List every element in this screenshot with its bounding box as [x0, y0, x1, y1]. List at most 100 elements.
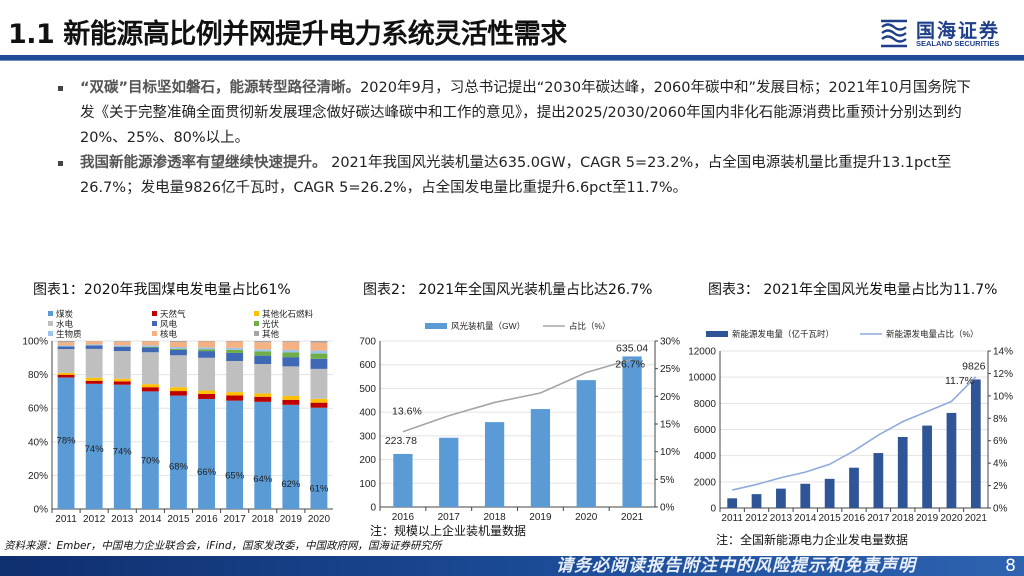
- y-tick-label: 700: [359, 337, 376, 348]
- x-tick-label: 2020: [940, 513, 963, 524]
- sealand-wave-icon: [881, 19, 907, 48]
- stacked-bar-segment: [85, 380, 103, 384]
- legend-label: 其他: [262, 329, 280, 339]
- y2-tick-label: 25%: [660, 364, 680, 375]
- legend-label: 天然气: [160, 309, 186, 319]
- y-tick-label: 2000: [694, 477, 717, 488]
- legend-label: 风光装机量（GW）: [451, 321, 525, 331]
- stacked-bar-segment: [170, 395, 187, 509]
- stacked-bar-segment: [141, 387, 159, 392]
- stacked-bar-segment: [254, 364, 272, 394]
- stacked-bar-segment: [170, 341, 187, 343]
- source-note: 资料来源：Ember，中国电力企业联合会，iFind，国家发改委，中国政府网，国…: [4, 540, 442, 552]
- y-tick-label: 0%: [34, 505, 49, 516]
- bullet-list: “双碳”目标坚如磐石，能源转型路径清晰。2020年9月，习总书记提出“2030年…: [58, 76, 972, 201]
- x-tick-label: 2017: [438, 512, 461, 523]
- stacked-bar-segment: [226, 392, 244, 396]
- x-tick-label: 2011: [721, 513, 743, 524]
- data-label: 74%: [85, 444, 105, 455]
- legend-swatch: [254, 331, 259, 336]
- y2-tick-label: 10%: [993, 391, 1013, 402]
- title-divider: [0, 55, 1024, 61]
- stacked-bar-segment: [226, 400, 244, 509]
- stacked-bar-segment: [57, 342, 75, 346]
- y2-tick-label: 15%: [660, 420, 680, 431]
- bar: [922, 425, 932, 508]
- y-tick-label: 40%: [28, 437, 48, 448]
- x-tick-label: 2012: [83, 514, 106, 525]
- x-tick-label: 2019: [280, 514, 303, 525]
- bar: [393, 453, 413, 507]
- chart2-title: 图表2： 2021年全国风光装机量占比达26.7%: [363, 282, 653, 298]
- chart3-note: 注：全国新能源电力企业发电量数据: [716, 533, 909, 547]
- stacked-bar-segment: [170, 387, 187, 392]
- legend-swatch: [152, 331, 157, 336]
- stacked-bar-segment: [282, 357, 300, 367]
- stacked-bar-segment: [310, 368, 328, 399]
- stacked-bar-segment: [226, 347, 244, 350]
- stacked-bar-segment: [57, 377, 75, 509]
- y-tick-label: 10000: [688, 373, 716, 384]
- y-tick-label: 60%: [28, 404, 48, 415]
- x-tick-label: 2015: [167, 514, 190, 525]
- stacked-bar-segment: [198, 341, 215, 348]
- x-tick-label: 2016: [392, 512, 415, 523]
- y-tick-label: 8000: [694, 399, 717, 410]
- stacked-bar-segment: [254, 401, 272, 509]
- y-tick-label: 300: [359, 431, 376, 442]
- stacked-bar-segment: [113, 378, 131, 382]
- stacked-bar-segment: [141, 347, 159, 353]
- stacked-bar-segment: [310, 353, 328, 359]
- data-label: 635.04: [616, 342, 648, 354]
- bullet-item: “双碳”目标坚如磐石，能源转型路径清晰。2020年9月，习总书记提出“2030年…: [58, 76, 972, 151]
- stacked-bar-segment: [57, 346, 75, 350]
- bullet-body: 2021年我国风光装机量达635.0GW，CAGR 5=23.2%，占全国电源装…: [80, 155, 952, 196]
- stacked-bar-segment: [254, 351, 272, 356]
- x-tick-label: 2013: [770, 513, 793, 524]
- x-tick-label: 2012: [745, 513, 768, 524]
- stacked-bar-segment: [226, 341, 244, 348]
- stacked-bar-segment: [85, 341, 103, 345]
- stacked-bar-segment: [113, 346, 131, 352]
- bar: [576, 380, 596, 507]
- bar: [897, 436, 908, 508]
- x-tick-label: 2019: [916, 513, 939, 524]
- bar: [800, 483, 811, 508]
- disclaimer-text: 请务必阅读报告附注中的风险提示和免责声明: [556, 556, 916, 576]
- stacked-bar-segment: [198, 398, 215, 509]
- stacked-bar-segment: [198, 341, 215, 342]
- logo-text-en: SEALAND SECURITIES: [916, 39, 1000, 48]
- stacked-bar-segment: [113, 381, 131, 385]
- data-label: 9826: [962, 360, 986, 372]
- legend-swatch: [48, 311, 53, 316]
- bar: [873, 453, 884, 508]
- x-tick-label: 2019: [529, 512, 552, 523]
- bar: [849, 467, 859, 508]
- stacked-bar-segment: [57, 372, 75, 375]
- stacked-bar-segment: [282, 366, 300, 396]
- stacked-bar-segment: [113, 351, 131, 379]
- stacked-bar-segment: [254, 342, 272, 350]
- legend-label: 其他化石燃料: [262, 309, 314, 319]
- y-tick-label: 6000: [694, 425, 717, 436]
- footer-bar: 请务必阅读报告附注中的风险提示和免责声明 8: [0, 556, 1024, 576]
- stacked-bar-segment: [254, 349, 272, 352]
- stacked-bar-segment: [310, 341, 328, 343]
- stacked-bar-segment: [282, 349, 300, 353]
- chart3-title: 图表3： 2021年全国风光发电量占比为11.7%: [708, 282, 998, 298]
- bar: [970, 379, 981, 508]
- legend-swatch-bar: [425, 323, 447, 329]
- stacked-bar-segment: [282, 404, 300, 509]
- bar: [727, 498, 738, 508]
- stacked-bar-segment: [226, 395, 244, 401]
- legend-swatch-bar: [706, 331, 728, 337]
- stacked-bar-segment: [310, 407, 328, 509]
- legend-label: 光伏: [262, 319, 280, 329]
- legend-label: 生物质: [56, 329, 82, 339]
- x-tick-label: 2017: [224, 514, 247, 525]
- data-label: 11.7%: [945, 375, 974, 387]
- line-series: [732, 376, 977, 491]
- stacked-bar-segment: [57, 345, 75, 347]
- page-title: 1.1 新能源高比例并网提升电力系统灵活性需求: [8, 19, 567, 50]
- x-tick-label: 2020: [575, 512, 598, 523]
